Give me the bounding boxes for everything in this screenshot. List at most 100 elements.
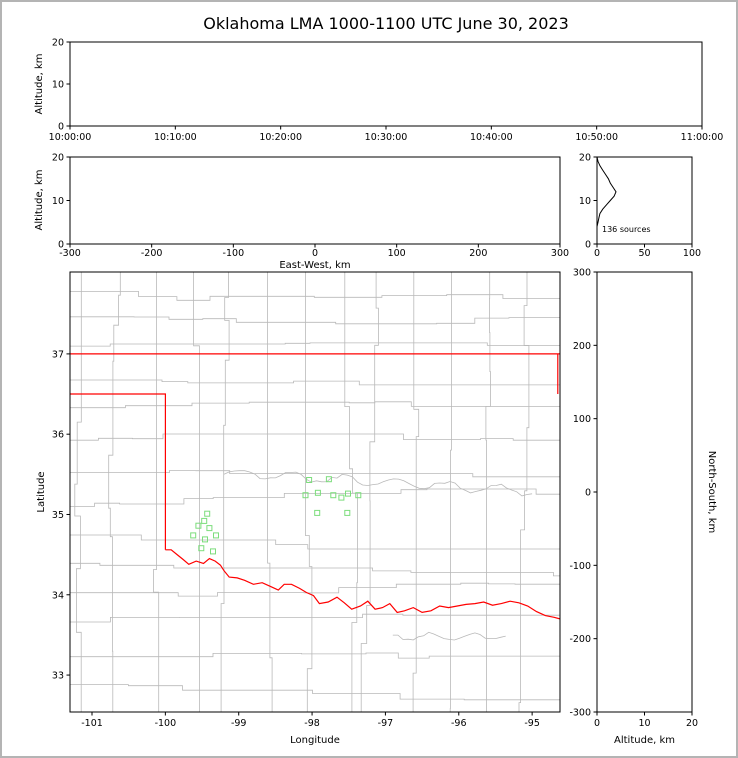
ns-height-panel: 0 10 20 -300 -200 -100 0 100 200 300 Altitude, km N… [569,268,717,747]
county-boundary-line [344,272,358,712]
county-boundary-line [485,272,491,712]
time-height-x-tick-label: 10:20:00 [259,132,302,143]
county-boundary-line [70,613,560,623]
ns-height-y-tick-label: 300 [573,268,591,279]
county-boundary-line [70,291,560,301]
plan-view-x-tick-label: -100 [155,718,177,729]
altitude-histogram-y-tick-label: 10 [579,196,591,207]
ns-height-ylabel: North-South, km [706,451,717,534]
time-height-x-tick-label: 10:00:00 [49,132,92,143]
ew-height-xlabel: East-West, km [279,260,350,271]
ns-height-xlabel: Altitude, km [614,735,675,746]
ew-height-y-tick-label: 0 [58,240,64,251]
ns-height-x-tick-label: 10 [638,718,650,729]
county-boundary-line [449,272,452,712]
time-height-axes-box [69,41,703,127]
ns-height-axes-box [596,271,693,713]
plan-view-x-tick-label: -97 [378,718,394,729]
county-boundary-line [70,488,560,507]
figure-title: Oklahoma LMA 1000-1100 UTC June 30, 2023 [203,14,569,33]
time-height-panel: 10:00:00 10:10:00 10:20:00 10:30:00 10:40:00… [34,38,723,144]
plan-view-y-tick-label: 36 [52,430,64,441]
county-boundary-line [267,272,273,712]
ns-height-y-tick-label: 0 [585,488,591,499]
time-height-x-tick-label: 11:00:00 [681,132,724,143]
altitude-histogram-y-tick-label: 20 [579,153,591,164]
county-boundary-line [70,652,560,659]
lma-source-marker [210,548,216,555]
altitude-histogram-y-tick-label: 0 [585,240,591,251]
time-height-x-tick-label: 10:50:00 [575,132,618,143]
ns-height-x-tick-label: 0 [594,718,600,729]
lma-source-marker [206,525,213,532]
plan-view-content [70,272,560,712]
lma-source-marker [213,532,219,539]
county-boundary-line [193,272,200,712]
state-border-line [70,393,166,550]
altitude-histogram-line [597,157,617,244]
time-height-x-tick-label: 10:30:00 [365,132,408,143]
ew-height-x-tick-label: -300 [59,248,81,259]
lma-source-marker [198,545,205,552]
lma-source-marker [314,509,321,516]
lma-source-marker [204,510,211,517]
plan-view-panel: -101 -100 -99 -98 -97 -96 -95 33 34 35 36 37 Longitu… [36,271,561,746]
ns-height-y-tick-label: -100 [569,561,591,572]
plan-view-xlabel: Longitude [290,735,340,746]
ew-height-x-tick-label: 100 [388,248,406,259]
plan-view-x-tick-label: -99 [231,718,247,729]
county-boundary-line [360,272,379,712]
ew-height-x-tick-label: 300 [551,248,569,259]
plan-view-y-tick-label: 37 [52,349,64,360]
plan-view-x-tick-label: -98 [304,718,320,729]
ns-height-y-tick-label: -300 [569,708,591,719]
river-line [392,631,506,641]
county-boundary-line [153,272,160,712]
altitude-histogram-content [597,157,617,244]
county-boundary-line [70,433,560,441]
county-boundary-line [70,534,560,550]
ns-height-x-tick-label: 20 [686,718,698,729]
time-height-x-tick-label: 10:40:00 [470,132,513,143]
ew-height-x-tick-label: -200 [141,248,163,259]
altitude-histogram-panel: 136 sources 0 50 100 0 10 20 [579,153,701,260]
lma-source-marker [314,489,321,496]
county-boundary-line [220,272,230,712]
county-boundary-line [74,272,82,712]
county-boundary-line [70,582,560,597]
lma-source-marker [306,477,313,483]
county-boundary-line [70,342,560,347]
ew-height-y-tick-label: 10 [52,196,64,207]
ew-height-x-tick-label: -100 [223,248,245,259]
ns-height-y-tick-label: 100 [573,414,591,425]
lma-source-marker [325,476,332,483]
county-boundary-line [412,272,420,712]
time-height-y-tick-label: 20 [52,38,64,49]
ew-height-panel: -300 -200 -100 0 100 200 300 0 10 20 East-West, km… [34,153,569,272]
ew-height-ylabel: Altitude, km [34,170,45,231]
county-boundary-line [70,401,560,409]
plan-view-axes-box [69,271,561,713]
ew-height-x-tick-label: 200 [469,248,487,259]
county-boundary-line [70,684,560,701]
county-boundary-line [108,272,121,712]
time-height-ylabel: Altitude, km [34,54,45,115]
time-height-y-tick-label: 0 [58,122,64,133]
plan-view-y-tick-label: 33 [52,671,64,682]
lma-source-marker [302,492,309,499]
lma-source-marker [195,522,202,529]
ew-height-axes-box [69,156,561,245]
plan-view-y-tick-label: 35 [52,510,64,521]
lma-source-marker [338,494,345,501]
plan-view-x-tick-label: -95 [524,718,540,729]
lma-source-marker [202,536,208,543]
plan-view-x-tick-label: -101 [81,718,103,729]
lma-source-marker [190,532,197,539]
county-boundary-line [70,316,560,325]
state-border-line [165,549,560,620]
county-boundary-line [70,379,560,386]
altitude-histogram-x-tick-label: 0 [594,248,600,259]
time-height-x-tick-label: 10:10:00 [154,132,197,143]
ew-height-x-tick-label: 0 [312,248,318,259]
